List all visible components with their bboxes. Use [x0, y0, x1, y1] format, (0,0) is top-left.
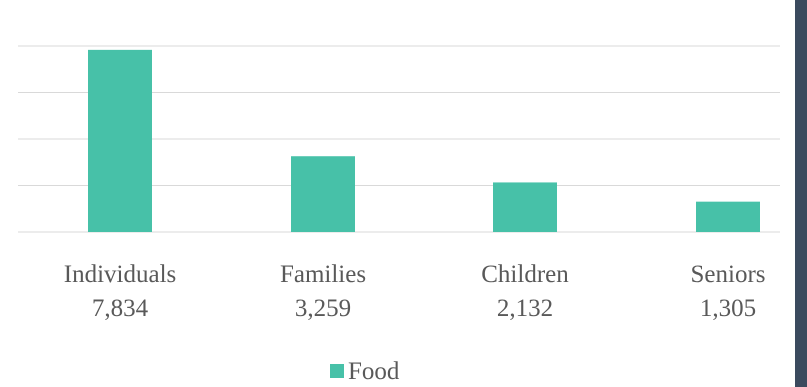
value-label-seniors: 1,305	[700, 295, 756, 322]
legend-swatch	[330, 364, 344, 378]
legend: Food	[330, 358, 400, 385]
value-label-individuals: 7,834	[92, 295, 149, 322]
category-label-individuals: Individuals	[64, 261, 177, 288]
bar-seniors	[696, 201, 760, 232]
right-edge-bar	[795, 0, 807, 387]
bar-children	[493, 182, 557, 232]
value-label-children: 2,132	[497, 295, 553, 322]
bar-individuals	[88, 49, 152, 233]
category-label-families: Families	[280, 261, 366, 288]
bar-families	[291, 156, 355, 232]
category-label-seniors: Seniors	[691, 261, 766, 288]
legend-label: Food	[348, 358, 400, 385]
value-label-families: 3,259	[295, 295, 351, 322]
category-label-children: Children	[481, 261, 569, 288]
